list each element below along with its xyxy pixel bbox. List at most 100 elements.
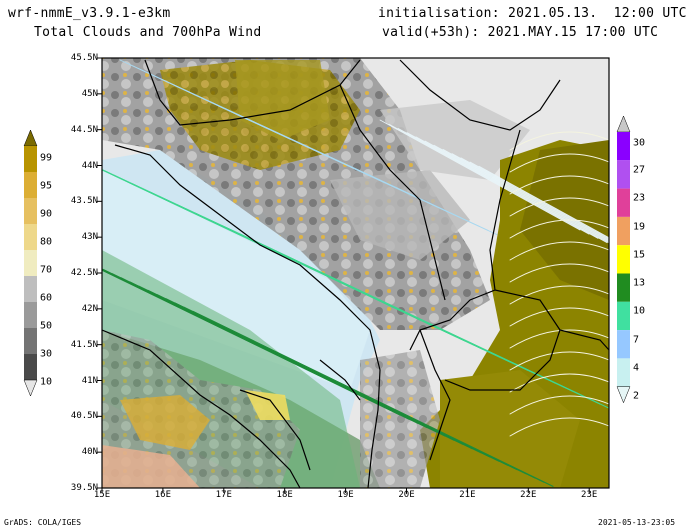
cloud-colorbar-segment xyxy=(24,276,37,302)
lat-label: 40.5N xyxy=(70,411,98,422)
wind-streamline xyxy=(509,395,609,415)
cloud-colorbar-label: 99 xyxy=(40,152,53,164)
wind-streamline xyxy=(442,148,609,242)
wind-streamline xyxy=(406,132,608,244)
wind-streamline xyxy=(509,241,609,261)
cloud-colorbar-segment xyxy=(24,198,37,224)
wind-streamline xyxy=(509,131,609,151)
lon-label: 17E xyxy=(215,490,232,500)
lon-label: 19E xyxy=(337,490,354,500)
wind-streamline xyxy=(509,197,609,217)
wind-colorbar-label: 30 xyxy=(633,137,646,149)
wind-colorbar-label: 15 xyxy=(633,249,646,261)
cloud-colorbar-segment xyxy=(24,172,37,198)
wind-streamline xyxy=(192,310,554,487)
wind-streamline xyxy=(509,285,609,305)
cloud-colorbar-label: 10 xyxy=(40,376,53,388)
wind-colorbar-segment xyxy=(617,216,630,246)
wind-colorbar-segment xyxy=(617,273,630,302)
lat-label: 40N xyxy=(81,447,98,458)
cloud-colorbar-label: 70 xyxy=(40,264,53,276)
cloud-colorbar-cap-top xyxy=(23,129,38,147)
wind-streamline xyxy=(509,219,609,239)
wind-colorbar-cap-top xyxy=(616,115,631,133)
wind-streamline xyxy=(509,263,609,283)
wind-colorbar-segment xyxy=(617,358,630,387)
wind-colorbar-label: 23 xyxy=(633,192,646,204)
init-time: initialisation: 2021.05.13. 12:00 UTC xyxy=(378,6,687,21)
wind-streamline xyxy=(433,144,609,242)
cloud-colorbar-label: 50 xyxy=(40,320,53,332)
wind-colorbar-label: 27 xyxy=(633,164,646,176)
cloud-colorbar-label: 30 xyxy=(40,348,53,360)
lon-label: 15E xyxy=(93,490,111,500)
wind-streamline xyxy=(509,307,609,327)
wind-streamline xyxy=(388,123,590,235)
lon-label: 20E xyxy=(398,490,415,500)
wind-streamline xyxy=(509,175,609,195)
wind-colorbar xyxy=(616,115,631,404)
lat-label: 43.5N xyxy=(70,196,98,207)
wind-streamline xyxy=(469,161,609,239)
cloud-colorbar-segment xyxy=(24,354,37,380)
wind-colorbar-label: 13 xyxy=(633,277,646,289)
lat-label: 42N xyxy=(81,303,98,314)
lat-label: 43N xyxy=(81,232,98,243)
lat-label: 41.5N xyxy=(70,339,98,350)
wind-streamline xyxy=(424,140,609,243)
wind-colorbar-segment xyxy=(617,132,630,161)
lon-label: 23E xyxy=(581,490,598,500)
wind-streamline xyxy=(478,165,609,239)
cloud-colorbar-label: 95 xyxy=(40,180,53,192)
wind-colorbar-cap-bottom xyxy=(616,386,631,404)
coastlines xyxy=(102,59,609,488)
wind-colorbar-segment xyxy=(617,330,630,359)
lat-label: 41N xyxy=(81,375,98,386)
cloud-colorbar-label: 90 xyxy=(40,208,53,220)
cloud-colorbar-segment xyxy=(24,302,37,328)
valid-time: valid(+53h): 2021.MAY.15 17:00 UTC xyxy=(382,25,659,40)
lon-label: 18E xyxy=(276,490,293,500)
product-title: Total Clouds and 700hPa Wind xyxy=(34,25,262,40)
map-field xyxy=(102,58,609,488)
footer-timestamp: 2021-05-13-23:05 xyxy=(598,518,676,527)
wind-colorbar-label: 2 xyxy=(633,390,640,402)
cloud-colorbar-segment xyxy=(24,250,37,276)
wind-streamline xyxy=(415,136,609,244)
wind-colorbar-segment xyxy=(617,245,630,274)
lon-label: 22E xyxy=(520,490,537,500)
model-name: wrf-nmmE_v3.9.1-e3km xyxy=(8,6,171,21)
wind-streamline xyxy=(379,119,581,231)
lat-label: 45N xyxy=(81,88,98,99)
wind-colorbar-label: 19 xyxy=(633,221,646,233)
lon-label: 16E xyxy=(154,490,172,500)
wind-colorbar-label: 7 xyxy=(633,334,640,346)
wind-colorbar-segment xyxy=(617,301,630,331)
wind-colorbar-label: 10 xyxy=(633,305,646,317)
cloud-colorbar-segment xyxy=(24,328,37,354)
cloud-colorbar-label: 80 xyxy=(40,236,53,248)
wind-streamline xyxy=(509,153,609,173)
wind-colorbar-segment xyxy=(617,160,630,189)
wind-streamline xyxy=(460,157,609,240)
lon-label: 21E xyxy=(459,490,476,500)
wind-colorbar-segment xyxy=(617,188,630,217)
cloud-colorbar xyxy=(23,129,38,397)
wind-streamline xyxy=(509,351,609,371)
wind-streamline xyxy=(236,114,498,236)
lat-label: 39.5N xyxy=(70,483,98,493)
cloud-colorbar-segment xyxy=(24,224,37,250)
cloud-colorbar-segment xyxy=(24,146,37,172)
lat-label: 44.5N xyxy=(70,124,98,135)
cloud-colorbar-cap-bottom xyxy=(23,379,38,397)
wind-streamline xyxy=(248,237,609,409)
lat-label: 45.5N xyxy=(70,53,98,63)
wind-streamline xyxy=(509,417,609,437)
lat-label: 44N xyxy=(81,160,98,171)
lat-label: 42.5N xyxy=(70,268,98,278)
footer-credit: GrADS: COLA/IGES xyxy=(4,518,82,527)
wind-streamline xyxy=(509,373,609,393)
wind-colorbar-label: 4 xyxy=(633,362,640,374)
wind-streamline xyxy=(451,153,609,241)
